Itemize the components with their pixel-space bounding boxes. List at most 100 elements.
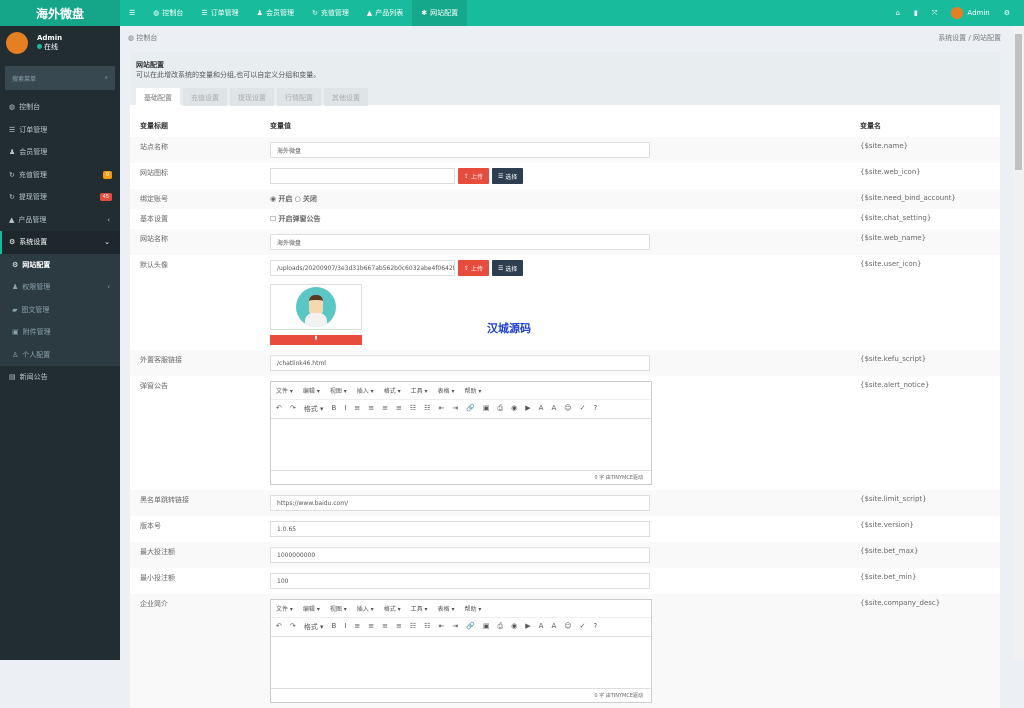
editor-menu[interactable]: 工具 ▾: [410, 606, 428, 613]
spellcheck-icon[interactable]: ✓: [579, 404, 586, 412]
editor-content-area[interactable]: [271, 637, 651, 689]
align-center-icon[interactable]: ≡: [368, 404, 375, 412]
image-icon[interactable]: ▣: [482, 404, 490, 412]
bullet-list-icon[interactable]: ☷: [409, 404, 417, 412]
media-icon[interactable]: ▶: [525, 404, 531, 412]
editor-menu[interactable]: 工具 ▾: [410, 388, 428, 395]
indent-icon[interactable]: ⇥: [452, 404, 459, 412]
align-left-icon[interactable]: ≡: [354, 404, 361, 412]
italic-icon[interactable]: I: [344, 622, 347, 630]
sidebar-subitem[interactable]: ▣ 附件管理: [0, 321, 120, 344]
bet-max-input[interactable]: 1000000000: [270, 547, 650, 563]
editor-menu[interactable]: 表格 ▾: [437, 606, 455, 613]
topnav-site-config[interactable]: ✱ 网站配置: [412, 0, 468, 26]
editor-menu[interactable]: 插入 ▾: [356, 606, 374, 613]
justify-icon[interactable]: ≡: [396, 404, 402, 412]
avatar-input[interactable]: /uploads/20200907/3e3d31b667ab562b0c6032…: [270, 260, 455, 276]
topnav-orders[interactable]: ☰ 订单管理: [201, 9, 239, 17]
tab[interactable]: 其他设置: [324, 88, 368, 106]
bold-icon[interactable]: B: [331, 404, 337, 412]
choose-button[interactable]: ☰ 选择: [491, 260, 524, 276]
menu-search-input[interactable]: 搜索菜单 ⌕: [5, 66, 115, 90]
editor-menu[interactable]: 编辑 ▾: [302, 388, 320, 395]
version-input[interactable]: 1.0.65: [270, 521, 650, 537]
kefu-link-input[interactable]: /chatlink46.html: [270, 355, 650, 371]
number-list-icon[interactable]: ☷: [424, 622, 431, 630]
tab[interactable]: 基础配置: [136, 88, 180, 106]
sidebar-subitem[interactable]: ♙ 个人配置: [0, 344, 120, 367]
editor-menu[interactable]: 视图 ▾: [329, 606, 347, 613]
redo-icon[interactable]: ↷: [289, 622, 296, 630]
editor-menu[interactable]: 视图 ▾: [329, 388, 347, 395]
link-icon[interactable]: 🔗: [466, 622, 475, 630]
editor-menu[interactable]: 文件 ▾: [276, 388, 293, 395]
link-icon[interactable]: 🔗: [466, 404, 475, 412]
editor-menu[interactable]: 插入 ▾: [356, 388, 374, 395]
format-dropdown[interactable]: 格式 ▾: [303, 623, 324, 631]
sidebar-item[interactable]: ▲ 产品管理 ‹: [0, 209, 120, 232]
topnav-dashboard[interactable]: ◍ 控制台: [153, 9, 184, 17]
text-color-icon[interactable]: A: [538, 404, 544, 412]
sidebar-item[interactable]: ⚙ 系统设置 ⌄: [0, 231, 120, 254]
editor-menu[interactable]: 文件 ▾: [276, 606, 293, 613]
emoji-icon[interactable]: ☺: [564, 404, 572, 412]
topnav-products[interactable]: ▲ 产品列表: [366, 9, 404, 17]
upload-button[interactable]: ⇪ 上传: [458, 260, 489, 276]
undo-icon[interactable]: ↶: [276, 404, 282, 412]
sidebar-item[interactable]: ▤ 新闻公告: [0, 366, 120, 389]
spellcheck-icon[interactable]: ✓: [579, 622, 586, 630]
indent-icon[interactable]: ⇥: [452, 622, 459, 630]
user-menu[interactable]: Admin: [951, 7, 990, 19]
editor-menu[interactable]: 表格 ▾: [437, 388, 455, 395]
bg-color-icon[interactable]: A: [551, 404, 557, 412]
sidebar-item[interactable]: ↻ 充值管理 0: [0, 164, 120, 187]
logo[interactable]: 海外微盘: [0, 0, 120, 26]
bold-icon[interactable]: B: [331, 622, 337, 630]
settings-icon[interactable]: ⚙: [1003, 9, 1010, 17]
sidebar-item[interactable]: ◍ 控制台: [0, 96, 120, 119]
tab[interactable]: 充值设置: [183, 88, 227, 106]
undo-icon[interactable]: ↶: [276, 622, 282, 630]
editor-menu[interactable]: 格式 ▾: [383, 606, 401, 613]
editor-menu[interactable]: 格式 ▾: [383, 388, 401, 395]
bet-min-input[interactable]: 100: [270, 573, 650, 589]
bg-color-icon[interactable]: A: [551, 622, 557, 630]
outdent-icon[interactable]: ⇤: [438, 404, 445, 412]
editor-menu[interactable]: 帮助 ▾: [464, 606, 482, 613]
company-desc-editor[interactable]: 文件 ▾ 编辑 ▾ 视图 ▾ 插入 ▾ 格式 ▾ 工具 ▾ 表格 ▾ 帮助 ▾ ↶ ↷ 格式 ▾ B I…: [270, 599, 652, 703]
web-icon-input[interactable]: [270, 168, 455, 184]
preview-icon[interactable]: ◉: [511, 404, 518, 412]
align-right-icon[interactable]: ≡: [382, 404, 389, 412]
trash-icon[interactable]: ▮: [913, 9, 918, 17]
upload-button[interactable]: ⇪ 上传: [458, 168, 489, 184]
help-icon[interactable]: ?: [593, 622, 598, 630]
bullet-list-icon[interactable]: ☷: [409, 622, 417, 630]
sidebar-item[interactable]: ☰ 订单管理: [0, 119, 120, 142]
breadcrumb-home[interactable]: ◍ 控制台: [128, 34, 158, 42]
print-icon[interactable]: ⎙: [497, 404, 504, 412]
redo-icon[interactable]: ↷: [289, 404, 296, 412]
choose-button[interactable]: ☰ 选择: [491, 168, 524, 184]
menu-toggle[interactable]: ☰: [120, 0, 144, 26]
scrollbar[interactable]: [1013, 26, 1024, 660]
help-icon[interactable]: ?: [593, 404, 598, 412]
media-icon[interactable]: ▶: [525, 622, 531, 630]
topnav-recharge[interactable]: ↻ 充值管理: [311, 9, 349, 17]
home-icon[interactable]: ⌂: [895, 9, 900, 17]
italic-icon[interactable]: I: [344, 404, 347, 412]
sidebar-subitem[interactable]: ♟ 权限管理 ‹: [0, 276, 120, 299]
editor-menu[interactable]: 帮助 ▾: [464, 388, 482, 395]
topnav-members[interactable]: ♟ 会员管理: [256, 9, 294, 17]
align-center-icon[interactable]: ≡: [368, 622, 375, 630]
sidebar-subitem[interactable]: ▰ 图文管理: [0, 299, 120, 322]
preview-icon[interactable]: ◉: [511, 622, 518, 630]
editor-menu[interactable]: 编辑 ▾: [302, 606, 320, 613]
delete-image-button[interactable]: ▮: [270, 335, 362, 345]
print-icon[interactable]: ⎙: [497, 622, 504, 630]
search-icon[interactable]: ⌕: [104, 74, 108, 81]
outdent-icon[interactable]: ⇤: [438, 622, 445, 630]
alert-checkbox[interactable]: ☐ 开启弹窗公告: [270, 215, 321, 223]
tab[interactable]: 提现设置: [230, 88, 274, 106]
sidebar-item[interactable]: ♟ 会员管理: [0, 141, 120, 164]
fullscreen-icon[interactable]: ⤧: [931, 8, 938, 17]
